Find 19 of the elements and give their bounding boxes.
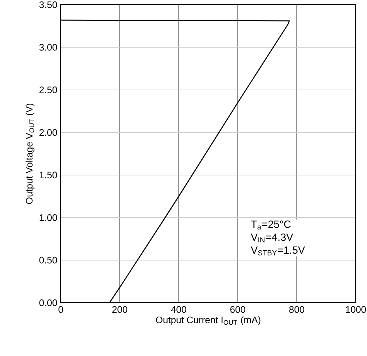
y-tick-label: 3.50 [40,2,58,8]
x-tick-label: 1000 [346,306,366,314]
annotation: T$_{a}$=25°C [251,220,292,230]
x-tick-label: 800 [290,306,305,314]
annotation: V$_{STBY}$=1.5V [251,246,306,256]
y-tick-label: 0.00 [40,300,58,306]
y-tick-label: 1.00 [40,214,58,222]
annotation: V$_{IN}$=4.3V [251,234,294,243]
x-tick-label: 200 [112,306,128,314]
y-tick-label: 2.50 [40,86,58,94]
x-tick-label: 0 [58,306,64,314]
y-tick-label: 2.00 [40,129,58,136]
x-tick-label: 400 [171,306,187,314]
y-tick-label: 1.50 [40,172,58,179]
y-tick-label: 3.00 [40,44,58,51]
y-tick-label: 0.50 [40,257,58,264]
x-tick-label: 600 [230,306,246,314]
x-axis-title: Output Current I$_{OUT}$ (mA) [156,316,261,326]
y-axis-title: Output Voltage V$_{OUT}$ (V) [26,104,35,204]
